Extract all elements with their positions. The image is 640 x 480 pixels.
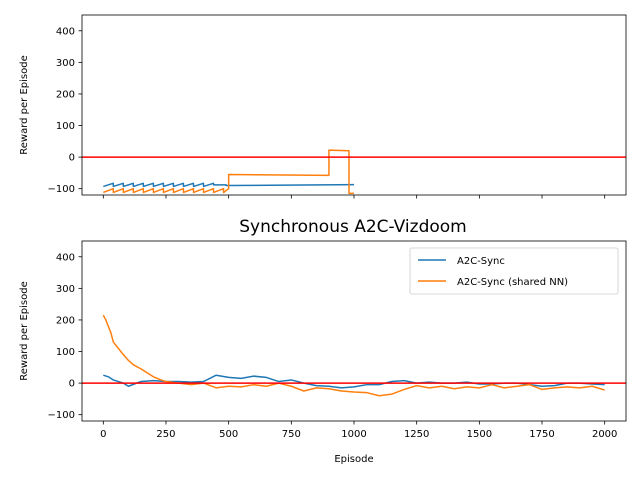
bottom-xlabel: Episode	[334, 454, 373, 465]
y-tick-label-0-0: −100	[48, 184, 75, 195]
y-tick-label-0-2: 100	[56, 121, 75, 132]
bottom-subplot: Synchronous A2C-Vizdoom 0 250 500 750 1000 12…	[19, 217, 627, 465]
top-subplot: −100 0 100 200 300 400 Reward per Episode	[19, 14, 627, 199]
legend-label-a2c-sync-shared: A2C-Sync (shared NN)	[457, 277, 568, 288]
series-line-1-1	[102, 314, 605, 397]
y-tick-label-0-4: 300	[56, 58, 75, 69]
y-tick-label-0-3: 200	[56, 89, 75, 100]
x-tick-label-1-7: 1750	[529, 429, 554, 440]
legend-label-a2c-sync: A2C-Sync	[457, 256, 505, 267]
x-tick-label-1-6: 1500	[467, 429, 492, 440]
y-tick-label-0-1: 0	[69, 153, 75, 164]
series-line-0-0	[103, 182, 355, 188]
bottom-ylabel: Reward per Episode	[19, 281, 30, 380]
x-tick-label-1-3: 750	[282, 429, 301, 440]
y-tick-label-0-5: 400	[56, 26, 75, 37]
y-tick-label-1-5: 400	[56, 252, 75, 263]
series-line-0-1	[103, 149, 354, 195]
y-tick-label-1-4: 300	[56, 284, 75, 295]
legend-box	[409, 247, 619, 295]
chart-title: Synchronous A2C-Vizdoom	[239, 217, 466, 237]
x-tick-label-1-1: 250	[156, 429, 175, 440]
y-tick-label-1-2: 100	[56, 347, 75, 358]
x-tick-label-1-5: 1250	[404, 429, 429, 440]
x-tick-label-1-0: 0	[100, 429, 106, 440]
x-tick-label-1-8: 2000	[592, 429, 617, 440]
top-ylabel: Reward per Episode	[19, 55, 30, 154]
y-tick-label-1-3: 200	[56, 315, 75, 326]
legend: A2C-Sync A2C-Sync (shared NN)	[409, 247, 619, 295]
x-tick-label-1-2: 500	[219, 429, 238, 440]
x-tick-label-1-4: 1000	[341, 429, 366, 440]
y-tick-label-1-0: −100	[48, 410, 75, 421]
y-tick-label-1-1: 0	[69, 379, 75, 390]
